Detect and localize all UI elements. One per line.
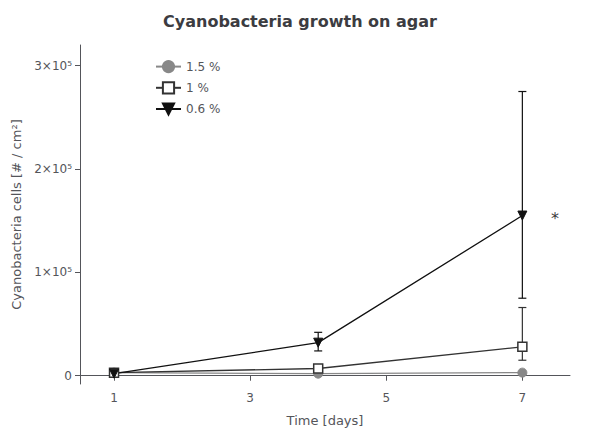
svg-text:0.6 %: 0.6 % — [186, 102, 220, 116]
svg-text:Cyanobacteria growth on agar: Cyanobacteria growth on agar — [163, 12, 437, 31]
svg-text:1.5 %: 1.5 % — [186, 60, 220, 74]
svg-text:3×10⁵: 3×10⁵ — [34, 59, 72, 73]
svg-text:1×10⁵: 1×10⁵ — [34, 265, 72, 279]
svg-text:2×10⁵: 2×10⁵ — [34, 162, 72, 176]
svg-text:3: 3 — [246, 391, 254, 405]
svg-text:*: * — [551, 209, 559, 228]
svg-text:5: 5 — [382, 391, 390, 405]
svg-text:Cyanobacteria cells [# / cm²]: Cyanobacteria cells [# / cm²] — [9, 119, 24, 309]
svg-text:1: 1 — [110, 391, 118, 405]
svg-text:7: 7 — [519, 391, 527, 405]
svg-text:1 %: 1 % — [186, 81, 209, 95]
svg-text:0: 0 — [64, 369, 72, 383]
svg-text:Time [days]: Time [days] — [286, 413, 364, 428]
